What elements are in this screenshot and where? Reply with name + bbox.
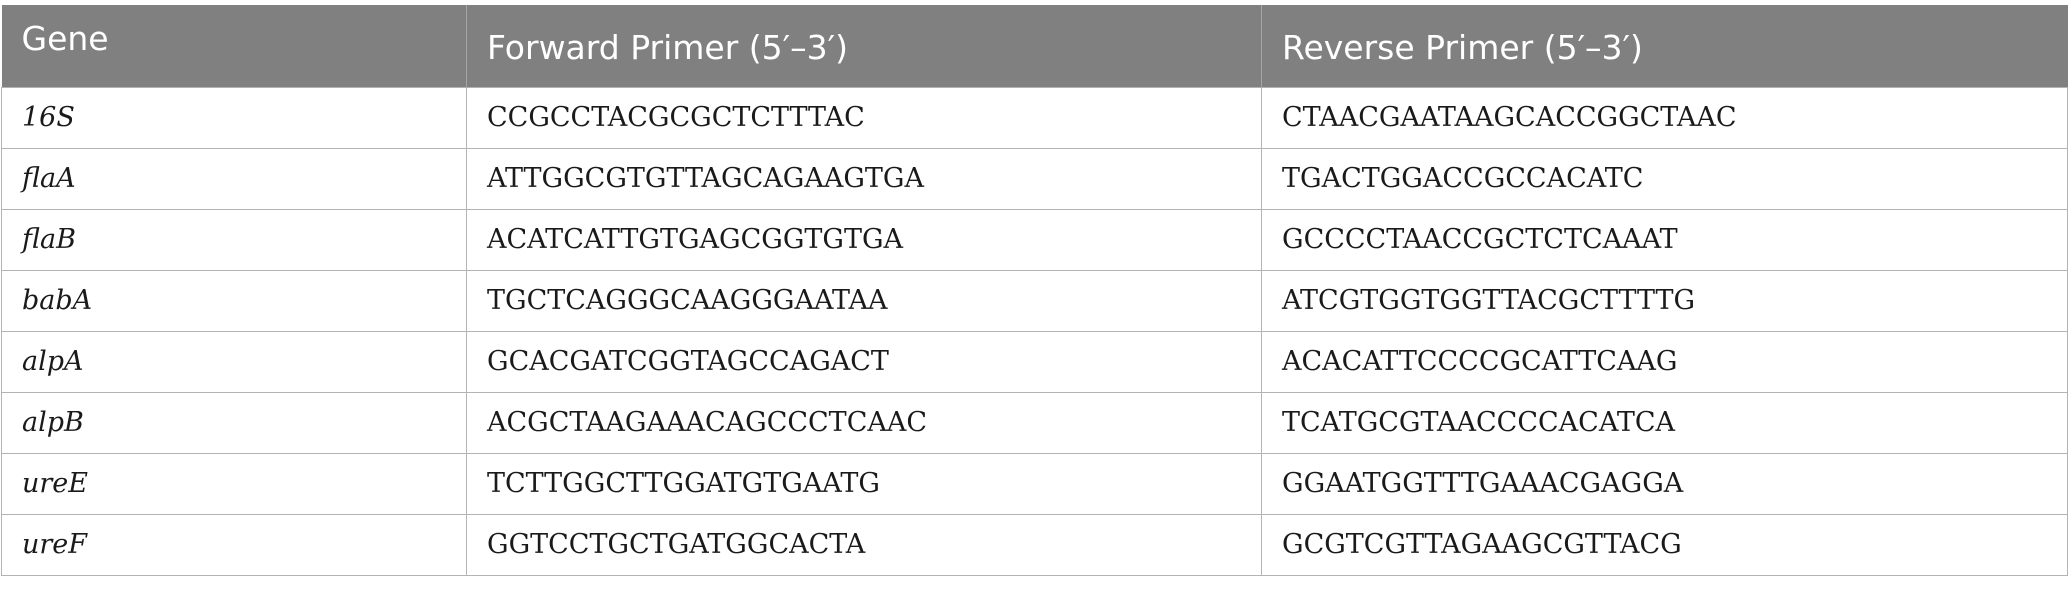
gene-cell: alpB [1,391,467,454]
table-header: Gene Forward Primer (5′–3′) Reverse Prim… [1,5,2068,87]
forward-primer-cell: ATTGGCGTGTTAGCAGAAGTGA [466,147,1262,210]
gene-cell: flaB [1,208,467,271]
forward-primer-cell: ACGCTAAGAAACAGCCCTCAAC [466,391,1262,454]
header-reverse-primer: Reverse Primer (5′–3′) [1261,5,2068,87]
reverse-primer-cell: GCCCCTAACCGCTCTCAAAT [1261,208,2068,271]
table-body: 16S CCGCCTACGCGCTCTTTAC CTAACGAATAAGCACC… [1,86,2068,576]
primer-table: Gene Forward Primer (5′–3′) Reverse Prim… [1,5,2068,576]
gene-cell: babA [1,269,467,332]
table-row: 16S CCGCCTACGCGCTCTTTAC CTAACGAATAAGCACC… [1,86,2068,149]
gene-cell: ureF [1,513,467,576]
reverse-primer-cell: TCATGCGTAACCCCACATCA [1261,391,2068,454]
gene-cell: ureE [1,452,467,515]
table-row: babA TGCTCAGGGCAAGGGAATAA ATCGTGGTGGTTAC… [1,269,2068,332]
forward-primer-cell: TCTTGGCTTGGATGTGAATG [466,452,1262,515]
reverse-primer-cell: GGAATGGTTTGAAACGAGGA [1261,452,2068,515]
forward-primer-cell: CCGCCTACGCGCTCTTTAC [466,86,1262,149]
header-row: Gene Forward Primer (5′–3′) Reverse Prim… [1,5,2068,87]
gene-cell: flaA [1,147,467,210]
table-row: alpB ACGCTAAGAAACAGCCCTCAAC TCATGCGTAACC… [1,391,2068,454]
gene-cell: 16S [1,86,467,149]
forward-primer-cell: GCACGATCGGTAGCCAGACT [466,330,1262,393]
reverse-primer-cell: TGACTGGACCGCCACATC [1261,147,2068,210]
reverse-primer-cell: ACACATTCCCCGCATTCAAG [1261,330,2068,393]
forward-primer-cell: TGCTCAGGGCAAGGGAATAA [466,269,1262,332]
table-row: ureF GGTCCTGCTGATGGCACTA GCGTCGTTAGAAGCG… [1,513,2068,576]
forward-primer-cell: ACATCATTGTGAGCGGTGTGA [466,208,1262,271]
header-forward-primer: Forward Primer (5′–3′) [466,5,1262,87]
table-row: flaA ATTGGCGTGTTAGCAGAAGTGA TGACTGGACCGC… [1,147,2068,210]
table-row: ureE TCTTGGCTTGGATGTGAATG GGAATGGTTTGAAA… [1,452,2068,515]
table-row: alpA GCACGATCGGTAGCCAGACT ACACATTCCCCGCA… [1,330,2068,393]
header-gene: Gene [1,5,467,87]
reverse-primer-cell: CTAACGAATAAGCACCGGCTAAC [1261,86,2068,149]
reverse-primer-cell: GCGTCGTTAGAAGCGTTACG [1261,513,2068,576]
forward-primer-cell: GGTCCTGCTGATGGCACTA [466,513,1262,576]
gene-cell: alpA [1,330,467,393]
table-row: flaB ACATCATTGTGAGCGGTGTGA GCCCCTAACCGCT… [1,208,2068,271]
reverse-primer-cell: ATCGTGGTGGTTACGCTTTTG [1261,269,2068,332]
